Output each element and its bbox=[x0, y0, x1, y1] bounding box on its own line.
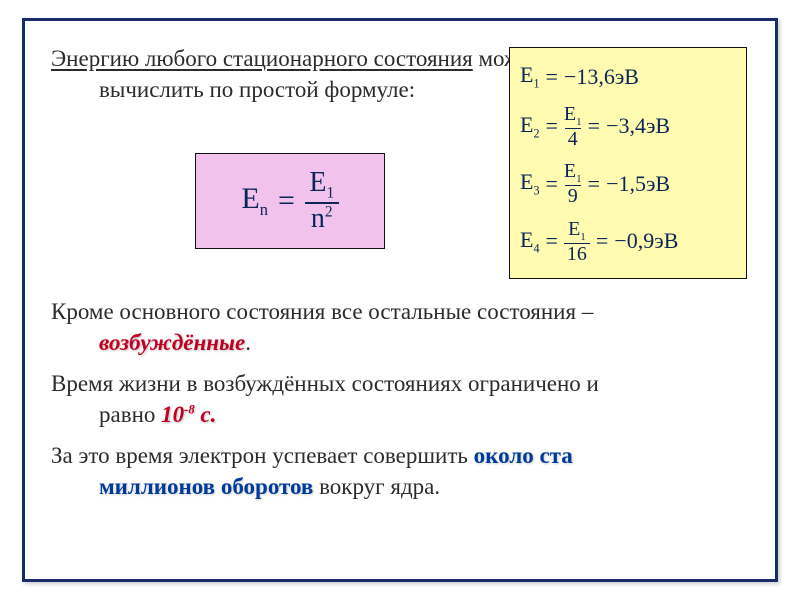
e4-value: −0,9эВ bbox=[614, 228, 678, 254]
formula-num-base: E bbox=[309, 167, 326, 198]
formula-denominator: n2 bbox=[305, 202, 339, 233]
e2-sub: 2 bbox=[533, 126, 539, 140]
formula-fraction: E1 n2 bbox=[305, 168, 339, 233]
p3-text-b: равно bbox=[99, 402, 161, 427]
e4-num-base: E bbox=[568, 218, 580, 240]
eq1: = bbox=[546, 64, 558, 90]
formula-den-base: n bbox=[311, 203, 325, 234]
energy-row-4: E4 = E1 16 = −0,9эВ bbox=[520, 219, 736, 264]
slide-frame: Энергию любого стационарного состояния м… bbox=[22, 18, 778, 582]
e3-num-base: E bbox=[564, 160, 576, 182]
e2-den: 4 bbox=[565, 128, 581, 149]
p4-keyword-2: миллионов оборотов bbox=[99, 474, 313, 499]
p4-text-tail: вокруг ядра. bbox=[313, 474, 440, 499]
heading-text: Энергию любого стационарного состояния bbox=[51, 46, 473, 71]
p2-text-c: . bbox=[245, 330, 251, 355]
revolutions-para: За это время электрон успевает совершить… bbox=[51, 440, 749, 502]
e2-num-base: E bbox=[564, 103, 576, 125]
eq4a: = bbox=[546, 228, 558, 254]
e4-num-sub: 1 bbox=[580, 231, 586, 243]
p4-text-a: За это время электрон успевает совершить bbox=[51, 443, 474, 468]
p2-text-a: Кроме основного состояния все остальные … bbox=[51, 299, 593, 324]
formula-den-sup: 2 bbox=[325, 204, 333, 221]
e1-value: −13,6эВ bbox=[564, 64, 639, 90]
e3-num-sub: 1 bbox=[576, 173, 582, 185]
energy-row-3: E3 = E1 9 = −1,5эВ bbox=[520, 161, 736, 206]
lower-text-block: Кроме основного состояния все остальные … bbox=[51, 296, 749, 512]
lifetime-para: Время жизни в возбуждённых состояниях ог… bbox=[51, 368, 749, 430]
formula-lhs: En bbox=[241, 182, 268, 220]
energy-row-1: E1 = −13,6эВ bbox=[520, 62, 736, 91]
e3-fraction: E1 9 bbox=[564, 161, 582, 206]
formula-numerator: E1 bbox=[309, 168, 334, 202]
p4-keyword-1: около ста bbox=[474, 443, 573, 468]
e1-sub: 1 bbox=[533, 77, 539, 91]
p3-key-exp: -8 bbox=[184, 402, 195, 416]
eq4b: = bbox=[596, 228, 608, 254]
energy-levels-box: E1 = −13,6эВ E2 = E1 4 = −3,4эВ E3 = E1 … bbox=[509, 47, 747, 279]
e4-fraction: E1 16 bbox=[564, 219, 590, 264]
e2-base: E bbox=[520, 112, 533, 137]
p2-keyword: возбуждённые bbox=[99, 330, 245, 355]
eq3b: = bbox=[588, 171, 600, 197]
e3-sub: 3 bbox=[533, 184, 539, 198]
eq3a: = bbox=[546, 171, 558, 197]
main-formula-box: En = E1 n2 bbox=[195, 153, 385, 249]
e4-sub: 4 bbox=[533, 241, 539, 255]
e1-base: E bbox=[520, 62, 533, 87]
e2-num-sub: 1 bbox=[576, 116, 582, 128]
e3-den: 9 bbox=[565, 185, 581, 206]
p3-key-unit: с. bbox=[195, 402, 217, 427]
excited-states-para: Кроме основного состояния все остальные … bbox=[51, 296, 749, 358]
formula-lhs-sub: n bbox=[260, 200, 268, 219]
formula-lhs-base: E bbox=[241, 182, 259, 215]
e4-den: 16 bbox=[564, 243, 590, 264]
e2-value: −3,4эВ bbox=[606, 113, 670, 139]
p3-text-a: Время жизни в возбуждённых состояниях ог… bbox=[51, 371, 599, 396]
energy-row-2: E2 = E1 4 = −3,4эВ bbox=[520, 104, 736, 149]
p3-key-main: 10 bbox=[161, 402, 184, 427]
eq2b: = bbox=[588, 113, 600, 139]
equals-sign: = bbox=[278, 184, 295, 218]
p3-keyword: 10-8 с. bbox=[161, 402, 216, 427]
eq2a: = bbox=[546, 113, 558, 139]
e4-base: E bbox=[520, 227, 533, 252]
e3-value: −1,5эВ bbox=[606, 171, 670, 197]
main-formula: En = E1 n2 bbox=[241, 168, 338, 233]
formula-num-sub: 1 bbox=[326, 185, 334, 202]
e2-fraction: E1 4 bbox=[564, 104, 582, 149]
e3-base: E bbox=[520, 169, 533, 194]
